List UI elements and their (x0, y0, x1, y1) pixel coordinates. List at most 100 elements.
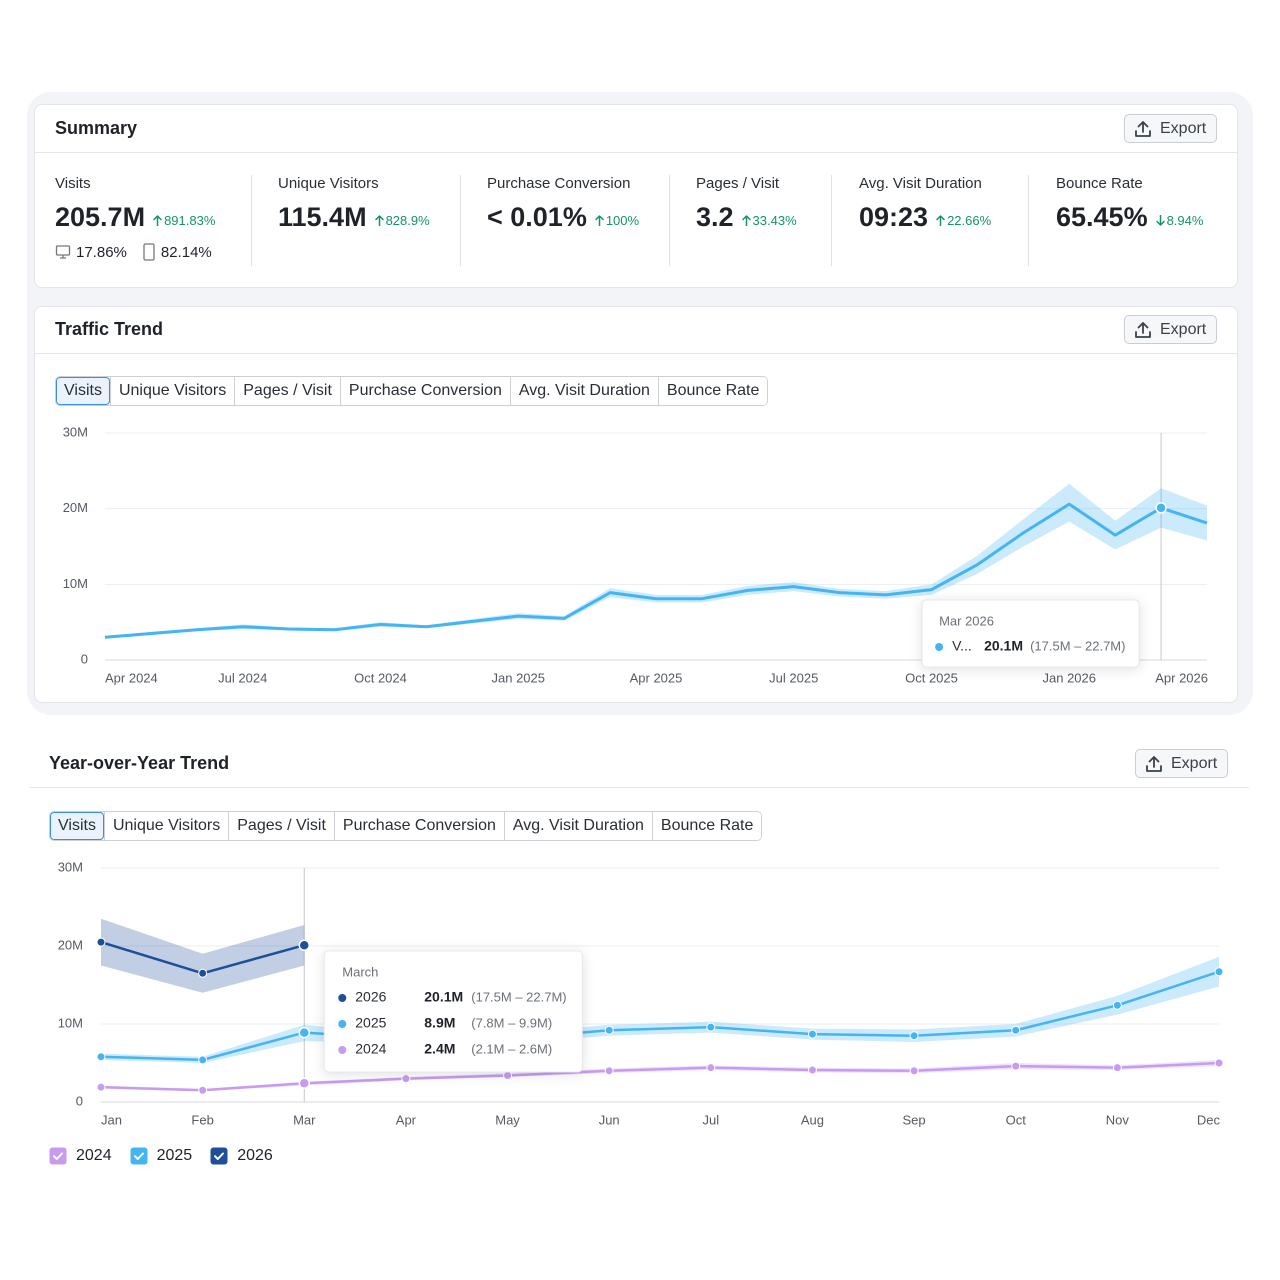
tooltip-value: 20.1M (984, 638, 1023, 654)
x-tick-label: Aug (801, 1112, 824, 1127)
divider (30, 787, 1249, 788)
data-point (706, 1063, 716, 1073)
export-label: Export (1171, 754, 1218, 772)
export-label: Export (1160, 119, 1207, 137)
chart: 0 10M 20M 30M Apr 2024 Jul 2024 Oct 2024 Jan 20… (63, 424, 1208, 685)
x-tick-label: Jun (599, 1112, 620, 1127)
series-line (100, 970, 1220, 1062)
legend: 2024 2025 2026 (49, 1147, 273, 1165)
legend-item[interactable]: 2025 (130, 1147, 192, 1165)
tab[interactable]: Pages / Visit (228, 812, 334, 840)
chart-title: Traffic Trend (55, 319, 164, 339)
export-button[interactable]: Export (1124, 114, 1218, 143)
desktop-icon-part (55, 245, 71, 256)
x-tick-label: Jan (101, 1112, 122, 1127)
tooltip-range: (17.5M – 22.7M) (471, 989, 566, 1004)
x-tick-label: Apr (396, 1112, 417, 1127)
tab[interactable]: Visits (56, 377, 110, 405)
tab[interactable]: Purchase Conversion (339, 377, 510, 405)
data-point (604, 1066, 614, 1076)
data-point (96, 1052, 106, 1062)
change-arrow (595, 215, 604, 226)
tab[interactable]: Avg. Visit Duration (503, 812, 652, 840)
change-arrow (936, 215, 945, 226)
tab-bar: Visits Unique Visitors Pages / Visit Purcha… (49, 811, 763, 841)
change-arrow-part (1155, 215, 1165, 226)
tab[interactable]: Unique Visitors (103, 812, 229, 840)
tooltip: Mar 2026 V... 20.1M (17.5M – 22.7M) (921, 599, 1140, 668)
y-tick-label: 10M (63, 576, 88, 591)
export-button[interactable]: Export (1124, 315, 1218, 344)
change-value: 8.94% (1166, 213, 1204, 228)
metric: Visits 205.7M 891.83% 17.86% 82.14% (55, 175, 215, 261)
tab[interactable]: Avg. Visit Duration (509, 377, 658, 405)
metric: Pages / Visit 3.2 33.43% (696, 175, 797, 233)
data-point (909, 1066, 919, 1076)
legend-checkbox-part (210, 1147, 228, 1165)
data-point (1112, 1000, 1122, 1010)
export-label: Export (1160, 320, 1207, 338)
metric-value: 205.7M (55, 202, 146, 232)
tab[interactable]: Pages / Visit (234, 377, 340, 405)
tab-bar: Visits Unique Visitors Pages / Visit Purcha… (55, 376, 769, 406)
data-point (198, 1055, 208, 1065)
tab[interactable]: Purchase Conversion (333, 812, 504, 840)
separator (460, 175, 461, 266)
metric-row: 3.2 33.43% (696, 202, 797, 233)
desktop-icon-part (60, 255, 66, 259)
y-tick-label: 10M (58, 1015, 83, 1030)
separator (251, 175, 252, 266)
tab[interactable]: Bounce Rate (657, 377, 768, 405)
tooltip-dot (935, 643, 944, 651)
legend-label: 2024 (76, 1147, 112, 1164)
x-tick-label: Nov (1106, 1112, 1130, 1127)
desktop-share: 17.86% (76, 243, 127, 261)
separator (1028, 175, 1029, 266)
summary-title: Summary (55, 118, 138, 138)
data-point (604, 1025, 614, 1035)
y-tick-label: 30M (63, 424, 88, 439)
legend-checkbox-part (214, 1152, 225, 1160)
legend-label: 2026 (237, 1147, 273, 1164)
metric-value: 3.2 (696, 202, 734, 232)
data-point (198, 968, 208, 978)
tab[interactable]: Unique Visitors (109, 377, 235, 405)
x-tick-label: Feb (191, 1112, 213, 1127)
metric-change: 828.9% (374, 213, 430, 228)
tooltip-label: 2024 (355, 1041, 386, 1057)
change-value: 33.43% (752, 213, 797, 228)
export-button[interactable]: Export (1135, 749, 1229, 778)
x-tick-label: Apr 2024 (105, 670, 158, 685)
metric-value: 09:23 (859, 202, 929, 232)
y-tick-label: 20M (58, 937, 83, 952)
x-tick-label: Oct (1006, 1112, 1027, 1127)
data-point (1214, 1058, 1224, 1068)
divider (35, 353, 1237, 354)
legend-checkbox (49, 1147, 67, 1165)
tooltip-value: 8.9M (424, 1015, 455, 1031)
legend-checkbox (130, 1147, 148, 1165)
data-point (706, 1022, 716, 1032)
data-point (807, 1065, 817, 1075)
tab[interactable]: Bounce Rate (651, 812, 762, 840)
tooltip-title: Mar 2026 (939, 613, 994, 628)
metric-row: < 0.01% 100% (487, 202, 639, 233)
desktop-icon (55, 245, 71, 259)
change-value: 828.9% (385, 213, 430, 228)
chart-title: Year-over-Year Trend (49, 753, 230, 773)
x-tick-label: Sep (903, 1112, 926, 1127)
data-point (298, 1077, 311, 1090)
legend-item[interactable]: 2024 (49, 1147, 112, 1165)
metric-value: 115.4M (278, 202, 367, 232)
data-point (198, 1085, 208, 1095)
separator (669, 175, 670, 266)
metric-value: < 0.01% (487, 202, 587, 232)
tooltip-label: 2026 (355, 989, 386, 1005)
metric-change: 100% (595, 213, 639, 228)
data-point (503, 1070, 513, 1080)
change-arrow-part (595, 215, 604, 226)
legend-checkbox (210, 1147, 228, 1165)
legend-item[interactable]: 2026 (210, 1147, 273, 1165)
tab[interactable]: Visits (50, 812, 104, 840)
data-point (96, 1082, 106, 1092)
